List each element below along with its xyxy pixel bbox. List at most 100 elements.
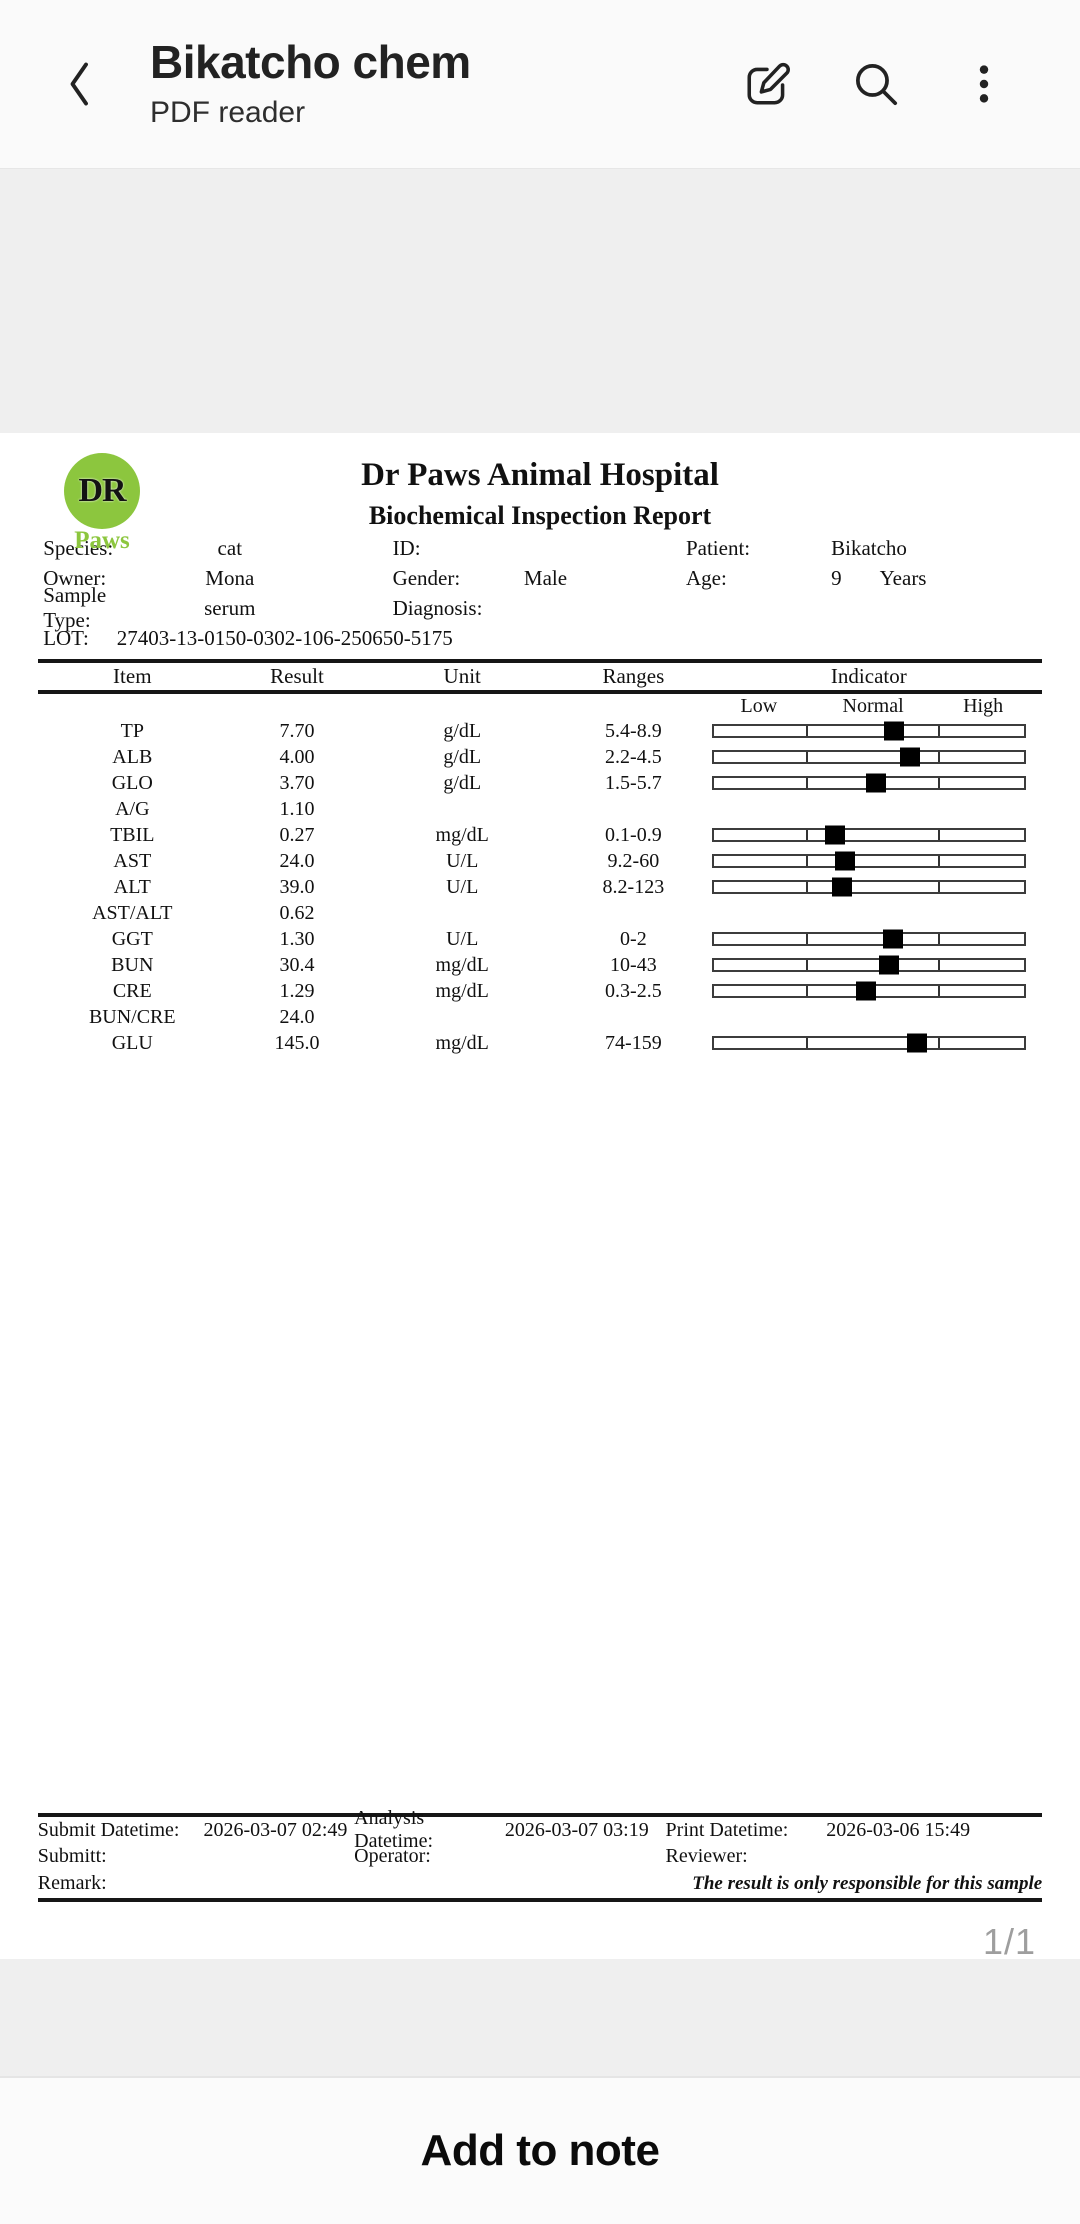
cell-ranges: 0.1-0.9 bbox=[605, 823, 662, 846]
cell-item: ALB bbox=[112, 745, 153, 768]
lot-label: LOT: bbox=[43, 625, 89, 650]
info-label: ID: bbox=[392, 535, 421, 560]
lot-value: 27403-13-0150-0302-106-250650-5175 bbox=[116, 625, 453, 650]
range-divider bbox=[938, 986, 941, 996]
zone-label-normal: Normal bbox=[842, 694, 904, 717]
footer-value: 2026-03-07 02:49 bbox=[203, 1818, 348, 1841]
table-header-rule bbox=[37, 690, 1043, 694]
footer-bottom-rule bbox=[37, 1898, 1043, 1902]
kebab-menu-icon bbox=[979, 65, 989, 103]
add-to-note-label: Add to note bbox=[420, 2126, 660, 2175]
cell-item: ALT bbox=[113, 875, 151, 898]
indicator-cell bbox=[712, 796, 1026, 822]
indicator-cell bbox=[711, 1030, 1026, 1056]
cell-item: A/G bbox=[115, 797, 150, 820]
back-chevron-icon bbox=[70, 62, 88, 106]
cell-item: TP bbox=[120, 719, 144, 742]
table-header-row: Item Result Unit Ranges Indicator bbox=[0, 663, 1080, 690]
cell-result: 24.0 bbox=[279, 1005, 315, 1028]
cell-result: 0.62 bbox=[279, 901, 315, 924]
info-value: Male bbox=[523, 565, 568, 590]
cell-unit: U/L bbox=[446, 927, 479, 950]
cell-item: GGT bbox=[111, 927, 153, 950]
header-item: Item bbox=[113, 664, 152, 688]
report-title: Biochemical Inspection Report bbox=[368, 501, 712, 530]
cell-item: CRE bbox=[112, 979, 152, 1002]
footer-rows: Submit Datetime: 2026-03-07 02:49 Analysis… bbox=[0, 1807, 1080, 1869]
title-block: Bikatcho chem PDF reader bbox=[150, 36, 471, 132]
footer-value: 2026-03-06 15:49 bbox=[826, 1818, 971, 1841]
table-row: ALB 4.00 g/dL 2.2-4.5 bbox=[0, 744, 1080, 770]
range-divider bbox=[938, 960, 941, 970]
hospital-name: Dr Paws Animal Hospital bbox=[361, 457, 719, 493]
cell-unit: mg/dL bbox=[435, 823, 489, 846]
cell-ranges: 1.5-5.7 bbox=[605, 771, 662, 794]
footer-label: Reviewer: bbox=[665, 1844, 748, 1867]
indicator-cell bbox=[711, 926, 1026, 952]
table-top-rule bbox=[37, 659, 1043, 663]
add-to-note-button[interactable]: Add to note bbox=[0, 2076, 1080, 2224]
info-label: Species: bbox=[43, 535, 114, 560]
info-label: Diagnosis: bbox=[392, 595, 483, 620]
edit-button[interactable] bbox=[742, 58, 794, 110]
cell-ranges: 8.2-123 bbox=[602, 875, 665, 898]
info-value-unit: Years bbox=[879, 565, 927, 590]
lot-row: LOT: 27403-13-0150-0302-106-250650-5175 bbox=[0, 623, 1080, 653]
indicator-bar bbox=[711, 981, 1026, 1001]
hospital-logo: DR Paws bbox=[56, 453, 148, 555]
range-divider bbox=[938, 856, 941, 866]
indicator-cell bbox=[711, 822, 1026, 848]
info-label: Age: bbox=[685, 565, 727, 590]
overflow-menu-button[interactable] bbox=[958, 58, 1010, 110]
pdf-viewer-canvas[interactable]: DR Paws Dr Paws Animal Hospital Biochemi… bbox=[0, 168, 1080, 2079]
footer-value: 2026-03-07 03:19 bbox=[504, 1818, 649, 1841]
zone-label-high: High bbox=[963, 694, 1004, 717]
header-ranges: Ranges bbox=[602, 664, 665, 688]
range-divider bbox=[938, 934, 941, 944]
cell-result: 1.29 bbox=[279, 979, 315, 1002]
header-unit: Unit bbox=[443, 664, 481, 688]
cell-result: 1.30 bbox=[279, 927, 315, 950]
range-divider bbox=[938, 752, 941, 762]
back-button[interactable] bbox=[58, 54, 102, 114]
cell-ranges: 5.4-8.9 bbox=[605, 719, 662, 742]
table-row: GGT 1.30 U/L 0-2 bbox=[0, 926, 1080, 952]
footer-label: Operator: bbox=[354, 1844, 431, 1867]
info-row: Species: cat ID: Patient: Bikatcho bbox=[0, 533, 1080, 563]
disclaimer-text: The result is only responsible for this … bbox=[692, 1872, 1043, 1894]
result-marker bbox=[900, 747, 921, 767]
table-row: A/G 1.10 bbox=[0, 796, 1080, 822]
cell-item: BUN/CRE bbox=[88, 1005, 176, 1028]
result-marker bbox=[878, 955, 899, 975]
indicator-bar bbox=[711, 747, 1026, 767]
table-row: AST 24.0 U/L 9.2-60 bbox=[0, 848, 1080, 874]
cell-item: AST/ALT bbox=[92, 901, 173, 924]
cell-ranges: 74-159 bbox=[605, 1031, 662, 1054]
cell-item: GLO bbox=[111, 771, 153, 794]
header-indicator: Indicator bbox=[830, 664, 907, 688]
cell-unit: g/dL bbox=[443, 719, 482, 742]
info-label: Sample Type: bbox=[43, 583, 107, 632]
cell-result: 30.4 bbox=[279, 953, 315, 976]
edit-compose-icon bbox=[747, 62, 790, 105]
range-divider bbox=[805, 778, 808, 788]
zone-label-low: Low bbox=[740, 694, 778, 717]
indicator-cell bbox=[711, 770, 1026, 796]
indicator-cell bbox=[711, 718, 1026, 744]
table-row: BUN/CRE 24.0 bbox=[0, 1004, 1080, 1030]
table-row: BUN 30.4 mg/dL 10-43 bbox=[0, 952, 1080, 978]
result-marker bbox=[824, 825, 845, 845]
cell-ranges: 9.2-60 bbox=[607, 849, 660, 872]
results-table: Item Result Unit Ranges Indicator Low No… bbox=[0, 659, 1080, 1056]
cell-ranges: 10-43 bbox=[610, 953, 657, 976]
footer-label: Submit Datetime: bbox=[37, 1818, 180, 1841]
indicator-cell bbox=[711, 952, 1026, 978]
indicator-cell bbox=[711, 978, 1026, 1004]
indicator-bar bbox=[711, 929, 1026, 949]
table-row: GLO 3.70 g/dL 1.5-5.7 bbox=[0, 770, 1080, 796]
range-divider bbox=[938, 882, 941, 892]
result-marker bbox=[856, 981, 877, 1001]
range-divider bbox=[938, 778, 941, 788]
search-button[interactable] bbox=[850, 58, 902, 110]
footer-row: Submitt: Operator: Reviewer: bbox=[0, 1843, 1080, 1869]
